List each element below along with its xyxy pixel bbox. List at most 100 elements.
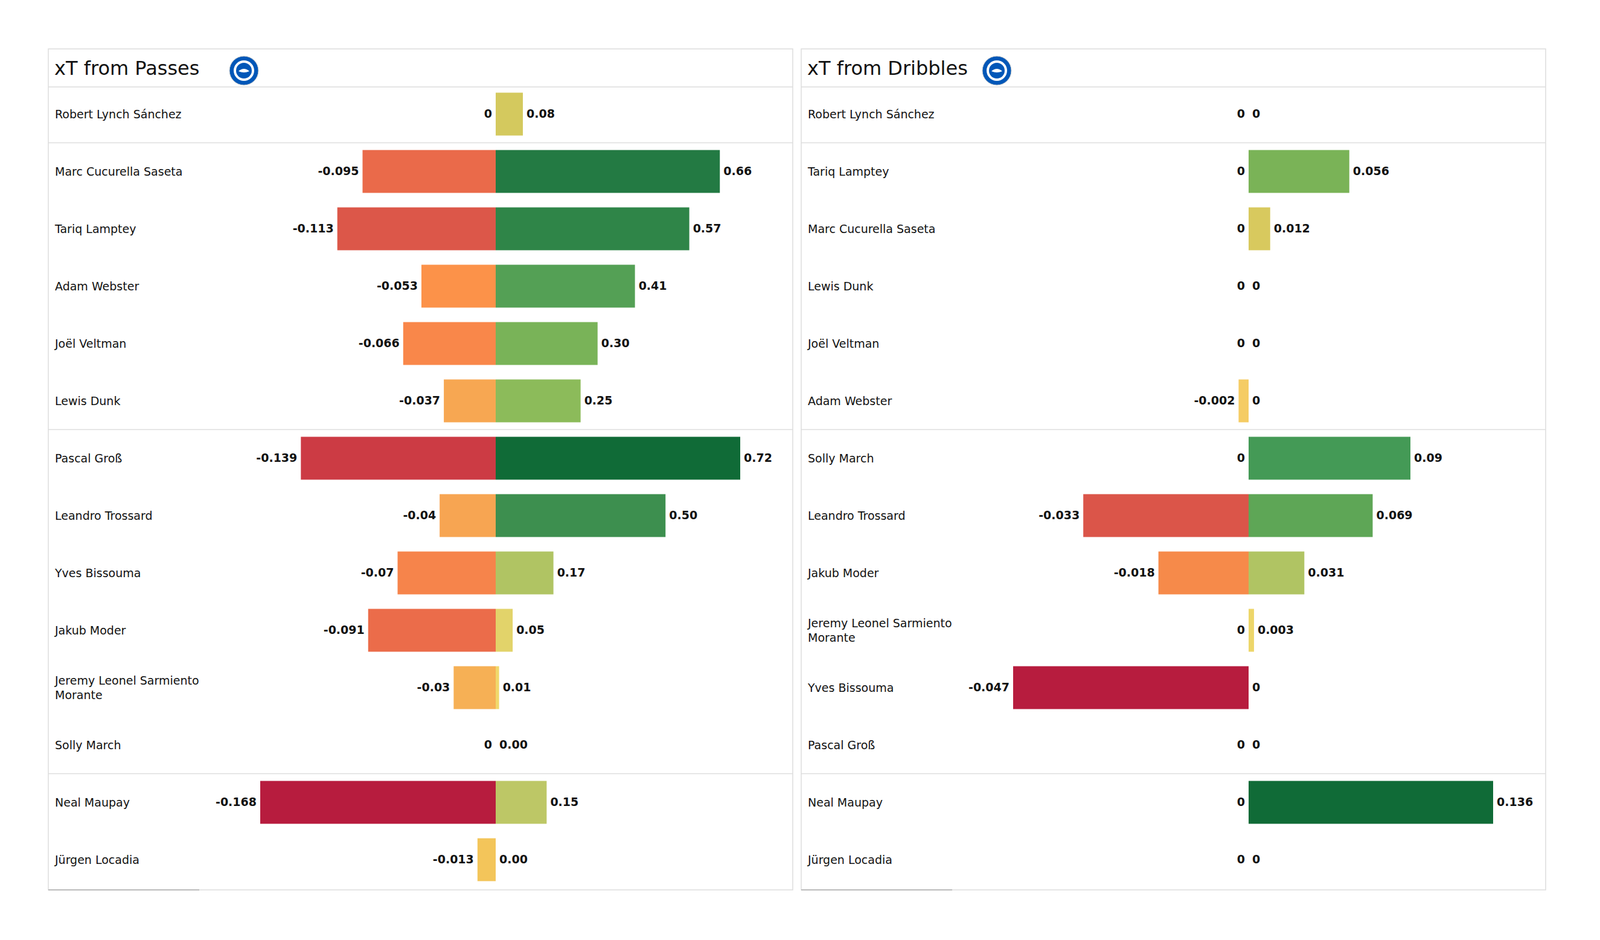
bar	[495, 723, 497, 767]
bar	[1248, 379, 1250, 423]
bar	[439, 494, 496, 538]
bar	[1248, 207, 1271, 251]
data-label: 0.00	[499, 737, 528, 752]
category-label: Solly March	[54, 738, 121, 752]
data-label: 0	[1237, 221, 1245, 235]
category-label: Yves Bissouma	[54, 566, 141, 580]
bar	[1248, 494, 1373, 538]
bar	[403, 322, 496, 366]
bar	[421, 265, 496, 308]
data-label: 0.08	[526, 106, 555, 121]
data-label: -0.07	[361, 565, 395, 580]
category-label: Tariq Lamptey	[54, 222, 136, 236]
category-label: Tariq Lamptey	[807, 164, 889, 179]
data-label: 0	[1237, 278, 1245, 293]
category-label: Marc Cucurella Saseta	[54, 164, 183, 179]
group-separator	[48, 142, 793, 144]
data-label: -0.168	[215, 795, 257, 809]
category-label: Pascal Groß	[54, 451, 122, 465]
title: xT from Dribbles	[807, 56, 968, 80]
data-label: 0.72	[743, 451, 773, 465]
bar	[1248, 609, 1255, 653]
bar	[1248, 265, 1250, 308]
group-separator	[801, 429, 1546, 431]
data-label: -0.002	[1193, 393, 1235, 407]
category-label: Robert Lynch Sánchez	[54, 107, 182, 121]
bar	[337, 207, 496, 251]
data-label: -0.091	[323, 623, 365, 637]
badge-ring	[233, 60, 255, 81]
data-label: 0.136	[1496, 795, 1533, 809]
bar	[495, 379, 581, 423]
category-label: Jeremy Leonel SarmientoMorante	[54, 673, 200, 702]
title-divider	[801, 86, 1546, 88]
data-label: -0.139	[256, 451, 298, 465]
bar	[1248, 150, 1350, 194]
data-label: -0.113	[292, 221, 334, 235]
panel-frame	[801, 48, 1546, 890]
bar	[495, 265, 636, 308]
bar	[495, 494, 666, 538]
panel-bottom	[801, 889, 953, 891]
bar	[1158, 551, 1249, 595]
data-label: 0	[1237, 451, 1245, 465]
bar	[1013, 666, 1249, 710]
data-label: 0	[1237, 623, 1245, 637]
data-label: -0.047	[968, 680, 1010, 694]
bar	[495, 838, 497, 882]
bar	[453, 666, 496, 710]
data-label: 0.031	[1307, 565, 1344, 580]
panel: xT from Passes Robert Lynch Sánchez Marc C…	[48, 48, 793, 890]
badge-inner	[236, 62, 252, 79]
bar	[1248, 92, 1250, 136]
data-label: 0	[484, 737, 493, 752]
data-label: 0.012	[1273, 221, 1311, 235]
category-label: Neal Maupay	[54, 795, 130, 810]
data-label: 0.50	[668, 508, 698, 522]
bar	[1248, 265, 1250, 308]
bar	[1248, 92, 1250, 136]
data-label: 0.056	[1353, 164, 1390, 178]
data-label: -0.037	[399, 393, 441, 407]
category-line: Jeremy Leonel Sarmiento	[54, 673, 200, 688]
data-label: 0.15	[550, 795, 579, 809]
bars	[260, 92, 741, 882]
bar	[1248, 838, 1250, 882]
category-label: Leandro Trossard	[807, 508, 906, 523]
bar	[1248, 781, 1494, 825]
bar	[1248, 322, 1250, 366]
data-label: 0.41	[638, 278, 668, 293]
data-label: 0.003	[1257, 623, 1294, 637]
bar	[1248, 551, 1305, 595]
data-label: 0.25	[584, 393, 613, 407]
data-label: -0.013	[432, 852, 474, 866]
panel-frame	[48, 48, 793, 890]
data-label: 0	[1237, 737, 1245, 752]
data-label: 0	[1237, 164, 1245, 178]
category-label: Jeremy Leonel SarmientoMorante	[807, 616, 953, 645]
bar	[495, 92, 523, 136]
data-label: 0	[1252, 278, 1261, 293]
data-label: 0.00	[499, 852, 528, 866]
data-label: -0.033	[1038, 508, 1080, 522]
group-separator	[48, 429, 793, 431]
bar	[443, 379, 496, 423]
data-label: 0.66	[723, 164, 752, 178]
bar	[1238, 379, 1249, 423]
category-label: Robert Lynch Sánchez	[807, 107, 935, 121]
badge-outer	[982, 56, 1012, 86]
category-label: Neal Maupay	[807, 795, 883, 810]
data-label: -0.095	[317, 164, 359, 178]
title: xT from Passes	[54, 56, 200, 80]
bar	[1248, 322, 1250, 366]
data-label: 0.30	[601, 336, 630, 350]
data-label: 0.01	[502, 680, 532, 694]
badge-outer	[229, 56, 259, 86]
category-line: Morante	[807, 630, 856, 645]
bar	[495, 322, 598, 366]
data-label: 0	[1237, 106, 1245, 121]
data-label: 0	[1237, 852, 1245, 866]
data-label: 0	[1237, 795, 1245, 809]
bar	[495, 666, 500, 710]
bar	[495, 609, 513, 653]
